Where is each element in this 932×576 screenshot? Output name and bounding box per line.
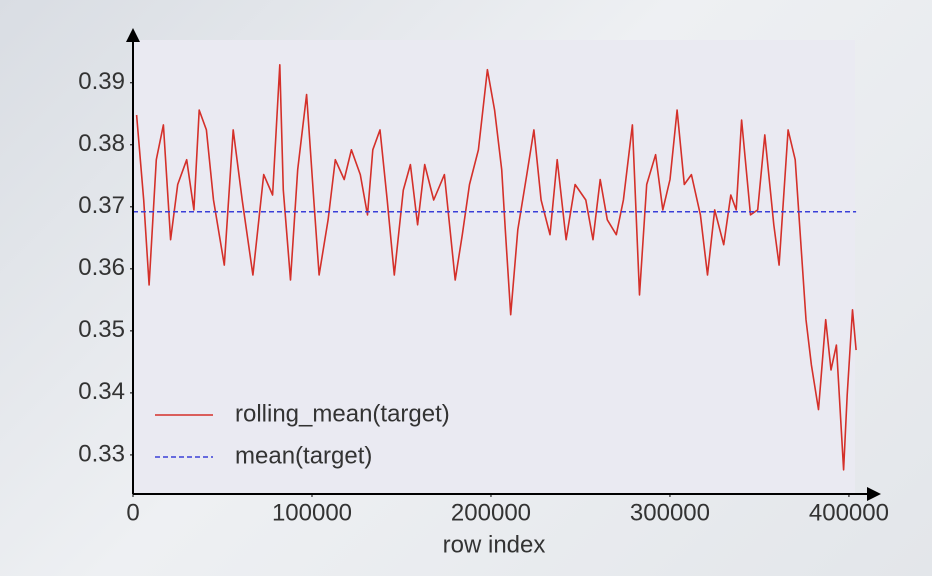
x-tick-label: 300000 (630, 499, 710, 526)
x-tick-label: 0 (126, 499, 139, 526)
y-tick-label: 0.38 (78, 130, 125, 157)
x-tick-label: 400000 (809, 499, 889, 526)
line-series (135, 64, 857, 471)
x-axis-label: row index (443, 531, 546, 558)
y-tick-label: 0.35 (78, 316, 125, 343)
legend-label: rolling_mean(target) (235, 400, 450, 427)
legend-label: mean(target) (235, 442, 372, 469)
x-tick-label: 100000 (272, 499, 352, 526)
y-tick-label: 0.37 (78, 192, 125, 219)
x-tick-label: 200000 (451, 499, 531, 526)
y-tick-label: 0.34 (78, 378, 125, 405)
y-tick-label: 0.39 (78, 68, 125, 95)
y-tick-label: 0.36 (78, 254, 125, 281)
y-tick-label: 0.33 (78, 440, 125, 467)
